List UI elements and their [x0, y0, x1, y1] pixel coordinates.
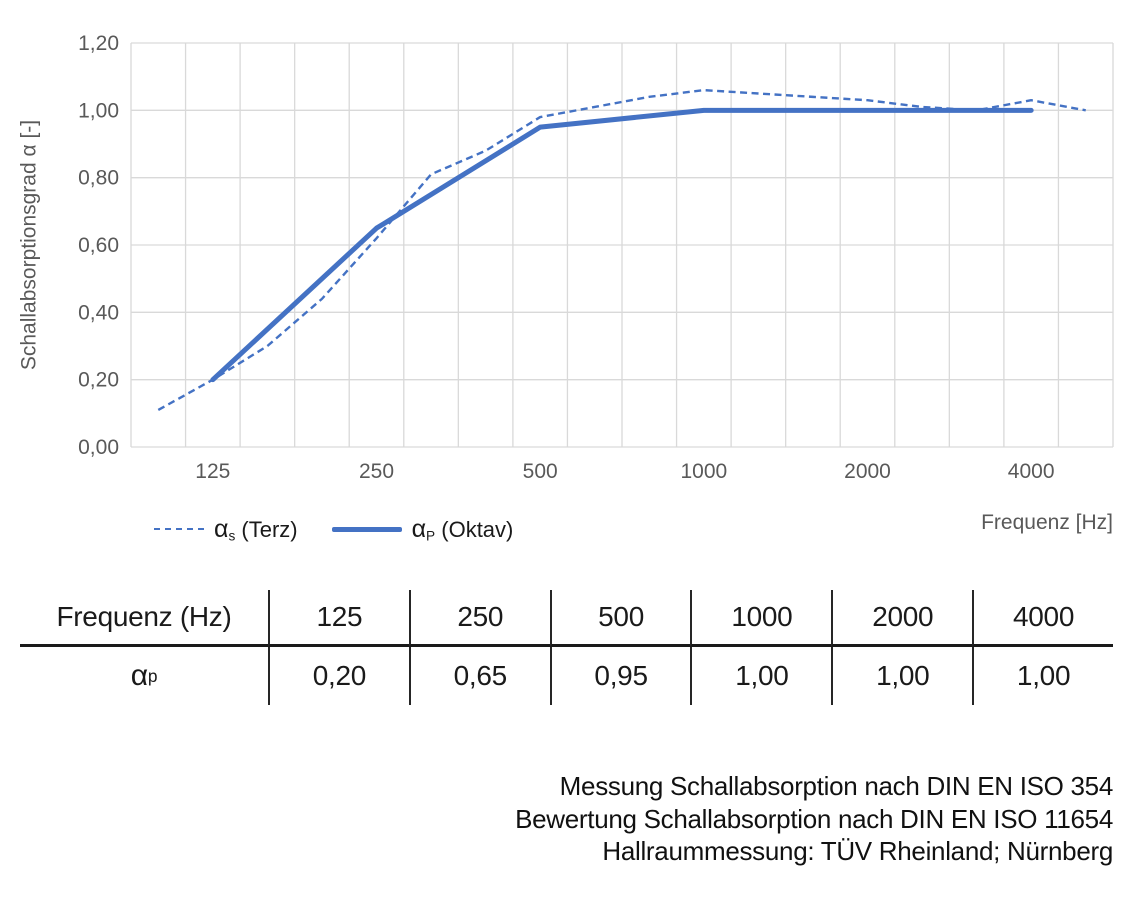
table-value-2000: 1,00 [831, 647, 972, 705]
chart-legend: αs (Terz) αP (Oktav) [154, 513, 513, 545]
table-value-4000: 1,00 [972, 647, 1113, 705]
y-tick-label: 0,20 [78, 369, 119, 392]
caption-line-2: Bewertung Schallabsorption nach DIN EN I… [515, 803, 1113, 834]
series-alpha-s-terz [157, 88, 1086, 412]
legend-alpha-p-base: α [411, 514, 427, 543]
absorption-chart: 0,00 0,20 0,40 0,60 0,80 1,00 1,20 125 250 500 100… [17, 32, 1114, 545]
legend-item-alpha-s: αs (Terz) [154, 515, 298, 544]
solid-line-swatch [331, 526, 402, 532]
table-header-1000: 1000 [690, 590, 832, 647]
legend-alpha-p-sub: P [426, 527, 436, 543]
chart-plot-area: 0,00 0,20 0,40 0,60 0,80 1,00 1,20 125 250 500 100… [78, 32, 1114, 483]
y-tick-label: 0,40 [78, 301, 119, 324]
table-header-500: 500 [549, 590, 691, 647]
table-value-125: 0,20 [268, 647, 409, 705]
y-tick-label: 1,20 [78, 32, 119, 55]
caption-line-1: Messung Schallabsorption nach DIN EN ISO… [559, 771, 1114, 801]
x-tick-label: 125 [195, 460, 230, 483]
table-value-250: 0,65 [408, 647, 550, 705]
table-header-250: 250 [408, 590, 550, 647]
table-row-label-base: α [130, 659, 148, 692]
legend-alpha-s-sub: s [228, 527, 236, 543]
y-tick-label: 0,00 [78, 436, 119, 459]
x-tick-label: 500 [523, 460, 558, 483]
legend-item-alpha-p: αP (Oktav) [331, 515, 514, 544]
caption-line-3: Hallraummessung: TÜV Rheinland; Nürnberg [602, 836, 1113, 866]
legend-alpha-s-base: α [214, 514, 229, 543]
y-tick-label: 0,80 [78, 167, 119, 190]
table-row-label-sub: p [147, 665, 158, 686]
table-header-2000: 2000 [831, 590, 973, 647]
x-axis-title: Frequenz [Hz] [981, 511, 1113, 534]
table-header-125: 125 [268, 590, 409, 647]
x-tick-label: 250 [359, 460, 394, 483]
measurement-caption: Messung Schallabsorption nach DIN EN ISO… [353, 770, 1113, 868]
legend-alpha-s-rest: (Terz) [235, 516, 298, 542]
x-tick-label: 1000 [680, 460, 727, 483]
y-tick-label: 1,00 [78, 99, 119, 122]
legend-label-alpha-p: αP (Oktav) [412, 515, 514, 544]
x-tick-label: 2000 [844, 460, 891, 483]
absorption-table: Frequenz (Hz) 125 250 500 1000 2000 4000… [20, 590, 1113, 705]
table-header-frequency: Frequenz (Hz) [20, 590, 268, 647]
dashed-line-swatch [154, 528, 204, 530]
y-axis-title: Schallabsorptionsgrad α [-] [17, 119, 41, 371]
y-tick-label: 0,60 [78, 234, 119, 257]
x-tick-label: 4000 [1008, 460, 1055, 483]
table-value-500: 0,95 [549, 647, 691, 705]
legend-alpha-p-rest: (Oktav) [435, 516, 514, 542]
table-value-1000: 1,00 [690, 647, 831, 705]
legend-label-alpha-s: αs (Terz) [214, 515, 298, 544]
table-header-4000: 4000 [972, 590, 1113, 647]
series-alpha-p-oktav [210, 107, 1034, 383]
